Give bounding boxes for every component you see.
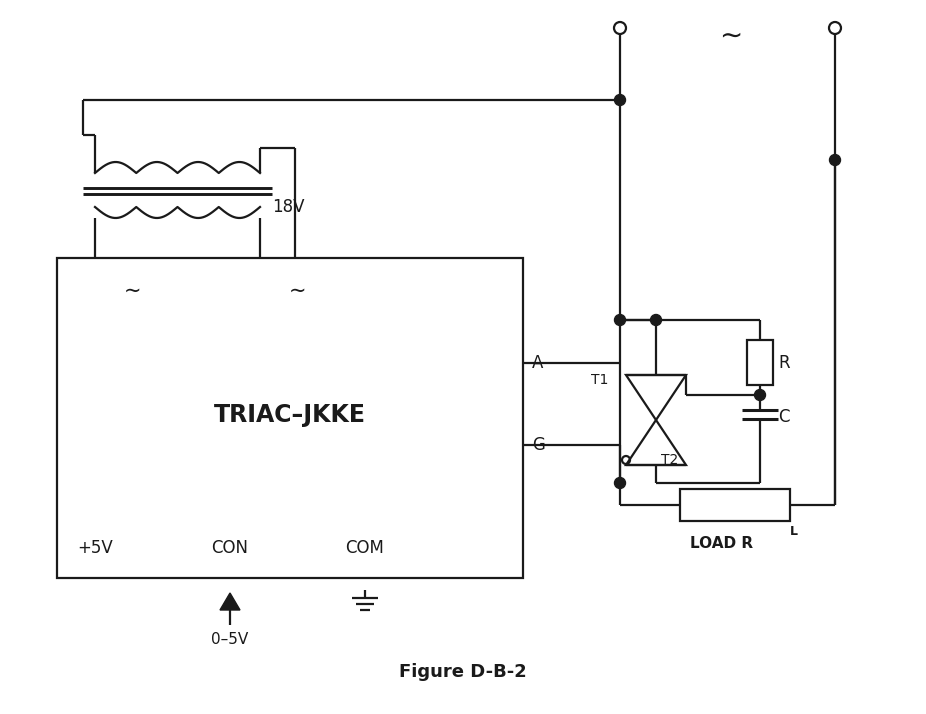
Circle shape [650,314,661,326]
Text: CON: CON [211,539,248,557]
Polygon shape [220,593,240,610]
Text: $\sim$: $\sim$ [714,21,742,49]
Bar [747,340,773,385]
Circle shape [755,390,766,401]
Text: L: L [790,525,798,538]
Text: $\sim$: $\sim$ [119,280,141,300]
Text: T1: T1 [591,373,608,387]
Text: Figure D-B-2: Figure D-B-2 [399,663,527,681]
Text: TRIAC–JKKE: TRIAC–JKKE [214,403,366,427]
Text: +5V: +5V [77,539,113,557]
Text: LOAD R: LOAD R [690,536,753,550]
Text: A: A [532,354,544,372]
Text: 18V: 18V [272,198,305,216]
Circle shape [830,154,841,166]
Text: T2: T2 [661,453,678,467]
Text: G: G [532,436,544,454]
Bar [680,489,790,521]
Circle shape [615,478,625,488]
Text: R: R [778,353,790,371]
Circle shape [615,314,625,326]
Bar [57,258,523,578]
Text: COM: COM [345,539,384,557]
Text: 0–5V: 0–5V [211,633,248,648]
Text: C: C [778,408,790,426]
Circle shape [615,94,625,106]
Text: $\sim$: $\sim$ [284,280,306,300]
